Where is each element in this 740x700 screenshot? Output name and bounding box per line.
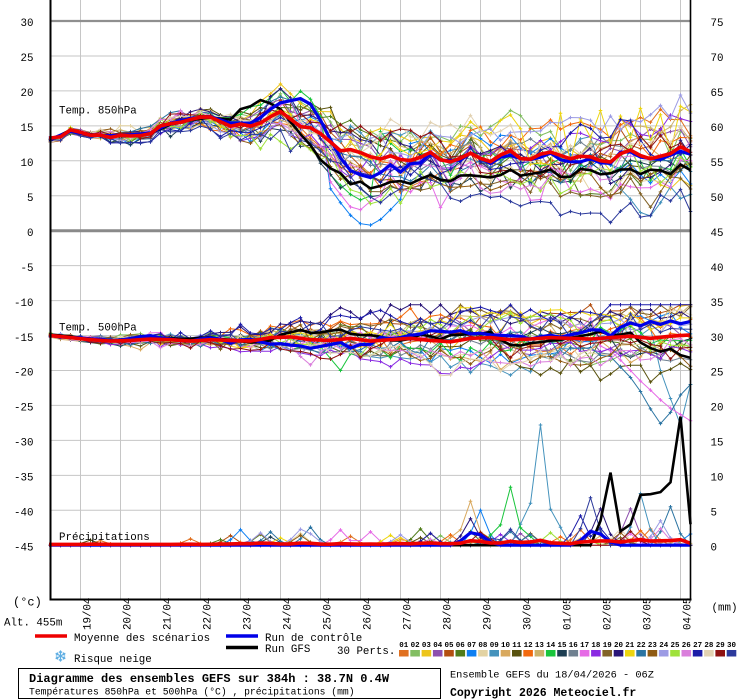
svg-text:Run GFS: Run GFS bbox=[265, 644, 310, 656]
svg-text:75: 75 bbox=[711, 18, 724, 30]
svg-text:04: 04 bbox=[433, 642, 443, 650]
svg-text:06: 06 bbox=[456, 642, 466, 650]
svg-text:24: 24 bbox=[659, 642, 669, 650]
svg-text:26: 26 bbox=[682, 642, 692, 650]
svg-text:-15: -15 bbox=[14, 333, 33, 345]
svg-text:10: 10 bbox=[501, 642, 511, 650]
svg-text:03: 03 bbox=[422, 642, 432, 650]
svg-text:04/05: 04/05 bbox=[683, 598, 695, 630]
svg-text:20/04: 20/04 bbox=[123, 598, 135, 630]
svg-text:08: 08 bbox=[478, 642, 488, 650]
svg-text:10: 10 bbox=[21, 158, 34, 170]
svg-text:30: 30 bbox=[727, 642, 737, 650]
svg-text:-40: -40 bbox=[14, 508, 33, 520]
svg-text:5: 5 bbox=[711, 508, 717, 520]
svg-text:Risque neige: Risque neige bbox=[74, 654, 152, 666]
svg-text:Alt. 455m: Alt. 455m bbox=[4, 618, 62, 630]
svg-text:50: 50 bbox=[711, 193, 724, 205]
svg-text:-35: -35 bbox=[14, 473, 33, 485]
svg-text:0: 0 bbox=[711, 543, 717, 555]
svg-text:55: 55 bbox=[711, 158, 724, 170]
svg-text:19/04: 19/04 bbox=[83, 598, 95, 630]
svg-text:12: 12 bbox=[524, 642, 534, 650]
svg-text:23: 23 bbox=[648, 642, 658, 650]
svg-text:-5: -5 bbox=[21, 263, 34, 275]
svg-text:16: 16 bbox=[569, 642, 579, 650]
svg-text:19: 19 bbox=[603, 642, 613, 650]
svg-text:40: 40 bbox=[711, 263, 724, 275]
svg-text:05: 05 bbox=[444, 642, 454, 650]
svg-text:(mm): (mm) bbox=[712, 603, 738, 615]
svg-text:Copyright 2026 Meteociel.fr: Copyright 2026 Meteociel.fr bbox=[450, 687, 636, 700]
svg-text:(°c): (°c) bbox=[13, 596, 42, 610]
svg-text:02/05: 02/05 bbox=[603, 598, 615, 630]
svg-text:Ensemble GEFS du 18/04/2026 -: Ensemble GEFS du 18/04/2026 - 06Z bbox=[450, 670, 654, 682]
svg-text:28: 28 bbox=[704, 642, 714, 650]
svg-text:11: 11 bbox=[512, 642, 522, 650]
svg-text:70: 70 bbox=[711, 53, 724, 65]
svg-text:22/04: 22/04 bbox=[203, 598, 215, 630]
svg-text:60: 60 bbox=[711, 123, 724, 135]
svg-text:22: 22 bbox=[637, 642, 647, 650]
svg-text:21/04: 21/04 bbox=[163, 598, 175, 630]
svg-text:35: 35 bbox=[711, 298, 724, 310]
svg-text:65: 65 bbox=[711, 88, 724, 100]
svg-text:Temp. 850hPa: Temp. 850hPa bbox=[59, 106, 137, 118]
svg-text:-45: -45 bbox=[14, 543, 33, 555]
svg-text:17: 17 bbox=[580, 642, 589, 650]
svg-text:30: 30 bbox=[711, 333, 724, 345]
svg-text:30/04: 30/04 bbox=[523, 598, 535, 630]
svg-text:25: 25 bbox=[711, 368, 724, 380]
svg-text:23/04: 23/04 bbox=[243, 598, 255, 630]
svg-text:01: 01 bbox=[399, 642, 409, 650]
svg-text:24/04: 24/04 bbox=[283, 598, 295, 630]
svg-text:27/04: 27/04 bbox=[403, 598, 415, 630]
svg-text:Temp. 500hPa: Temp. 500hPa bbox=[59, 323, 137, 335]
svg-text:28/04: 28/04 bbox=[443, 598, 455, 630]
svg-text:20: 20 bbox=[21, 88, 34, 100]
svg-text:25: 25 bbox=[670, 642, 680, 650]
svg-text:Run de contrôle: Run de contrôle bbox=[265, 633, 362, 645]
svg-text:14: 14 bbox=[546, 642, 556, 650]
svg-text:29/04: 29/04 bbox=[483, 598, 495, 630]
svg-text:30 Perts.: 30 Perts. bbox=[337, 646, 395, 658]
svg-text:45: 45 bbox=[711, 228, 724, 240]
svg-text:-25: -25 bbox=[14, 403, 33, 415]
svg-text:01/05: 01/05 bbox=[563, 598, 575, 630]
svg-text:15: 15 bbox=[711, 438, 724, 450]
svg-text:02: 02 bbox=[411, 642, 421, 650]
svg-text:25: 25 bbox=[21, 53, 34, 65]
svg-text:21: 21 bbox=[625, 642, 635, 650]
svg-text:Précipitations: Précipitations bbox=[59, 532, 150, 544]
svg-text:-20: -20 bbox=[14, 368, 33, 380]
svg-text:10: 10 bbox=[711, 473, 724, 485]
svg-text:20: 20 bbox=[711, 403, 724, 415]
svg-text:-10: -10 bbox=[14, 298, 33, 310]
svg-text:30: 30 bbox=[21, 18, 34, 30]
svg-text:18: 18 bbox=[591, 642, 601, 650]
svg-text:Diagramme des ensembles GEFS s: Diagramme des ensembles GEFS sur 384h : … bbox=[29, 672, 390, 686]
svg-text:20: 20 bbox=[614, 642, 624, 650]
svg-text:25/04: 25/04 bbox=[323, 598, 335, 630]
svg-text:07: 07 bbox=[467, 642, 476, 650]
svg-text:26/04: 26/04 bbox=[363, 598, 375, 630]
svg-text:Températures 850hPa et 500hPa: Températures 850hPa et 500hPa (°C) , pré… bbox=[29, 687, 355, 698]
svg-text:27: 27 bbox=[693, 642, 702, 650]
svg-text:15: 15 bbox=[557, 642, 567, 650]
svg-text:03/05: 03/05 bbox=[643, 598, 655, 630]
svg-text:-30: -30 bbox=[14, 438, 33, 450]
svg-text:09: 09 bbox=[490, 642, 500, 650]
svg-text:15: 15 bbox=[21, 123, 34, 135]
svg-text:13: 13 bbox=[535, 642, 545, 650]
svg-text:Moyenne des scénarios: Moyenne des scénarios bbox=[74, 633, 210, 645]
svg-text:29: 29 bbox=[716, 642, 726, 650]
svg-text:0: 0 bbox=[27, 228, 33, 240]
svg-text:5: 5 bbox=[27, 193, 33, 205]
